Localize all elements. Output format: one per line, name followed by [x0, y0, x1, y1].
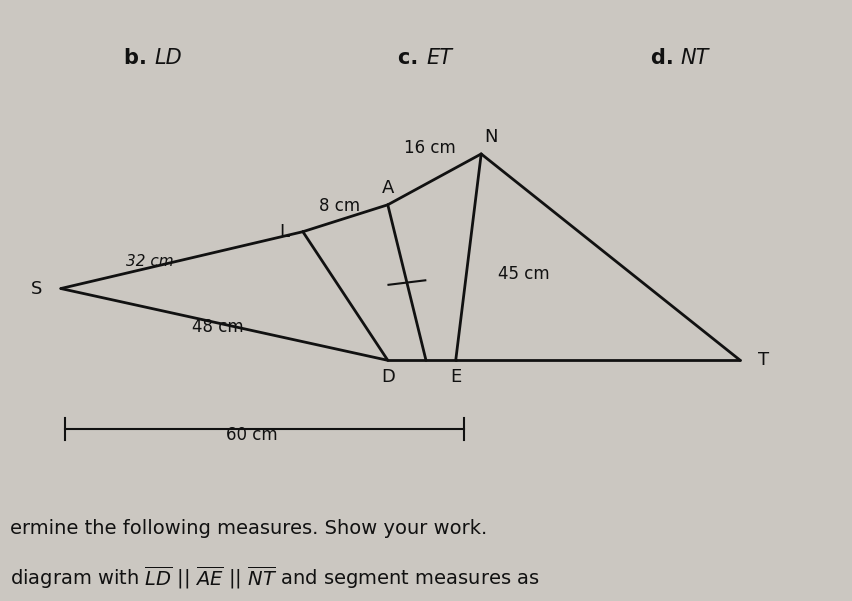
- Text: diagram with $\overline{LD}$ || $\overline{AE}$ || $\overline{NT}$ and segment m: diagram with $\overline{LD}$ || $\overli…: [10, 564, 539, 591]
- Text: T: T: [758, 352, 769, 370]
- Text: b.: b.: [124, 48, 154, 69]
- Text: L: L: [279, 223, 289, 241]
- Text: 48 cm: 48 cm: [193, 319, 244, 337]
- Text: 60 cm: 60 cm: [226, 426, 278, 444]
- Text: ermine the following measures. Show your work.: ermine the following measures. Show your…: [10, 519, 487, 538]
- Text: LD: LD: [154, 48, 182, 69]
- Text: NT: NT: [681, 48, 709, 69]
- Text: 8 cm: 8 cm: [319, 197, 360, 215]
- Text: 16 cm: 16 cm: [405, 139, 456, 157]
- Text: A: A: [382, 179, 394, 197]
- Text: d.: d.: [651, 48, 681, 69]
- Text: D: D: [381, 368, 394, 386]
- Text: E: E: [450, 368, 461, 386]
- Text: N: N: [485, 128, 498, 146]
- Text: 45 cm: 45 cm: [498, 264, 550, 282]
- Text: S: S: [32, 279, 43, 297]
- Text: ET: ET: [426, 48, 452, 69]
- Text: 32 cm: 32 cm: [126, 254, 174, 269]
- Text: c.: c.: [399, 48, 426, 69]
